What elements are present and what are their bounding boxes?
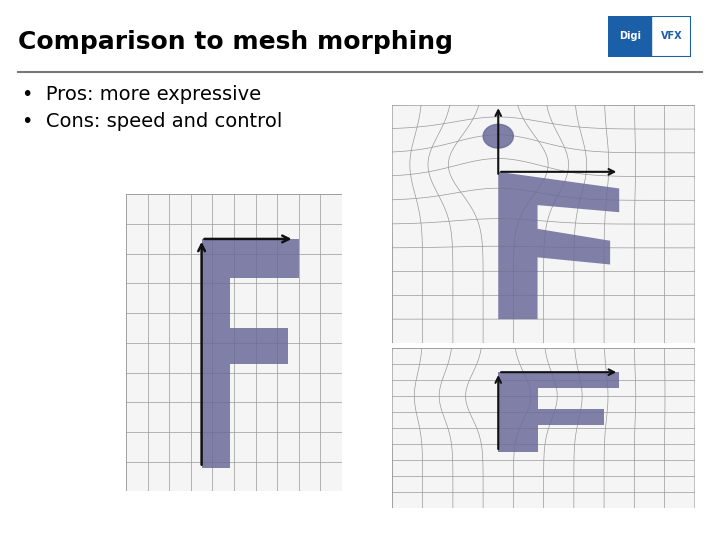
Polygon shape (498, 372, 619, 452)
Circle shape (483, 124, 513, 148)
Text: •  Cons: speed and control: • Cons: speed and control (22, 112, 282, 131)
Text: •  Pros: more expressive: • Pros: more expressive (22, 85, 261, 104)
Text: VFX: VFX (660, 31, 682, 42)
Text: Comparison to mesh morphing: Comparison to mesh morphing (18, 30, 453, 54)
Bar (608, 16, 652, 57)
Polygon shape (498, 172, 619, 319)
Polygon shape (202, 239, 299, 468)
Text: Digi: Digi (619, 31, 641, 42)
